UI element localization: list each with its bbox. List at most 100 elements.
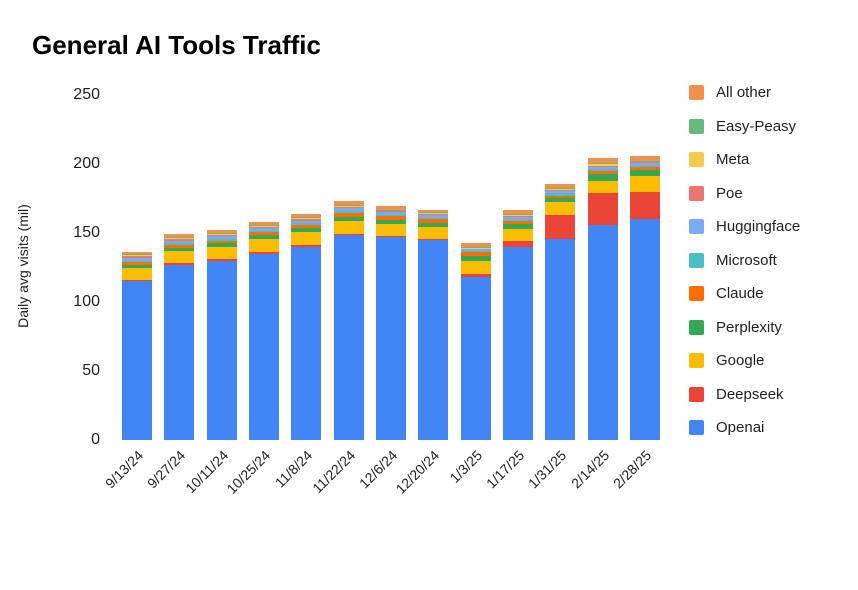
legend-label-google: Google: [716, 352, 765, 369]
legend-label-poe: Poe: [716, 184, 743, 202]
bar-segment-claude: [206, 240, 237, 244]
bar-segment-deepseek: [333, 233, 364, 235]
bar-segment-all-other: [375, 206, 406, 210]
bar-segment-microsoft: [248, 230, 279, 233]
bar-segment-openai: [545, 238, 576, 440]
bar-segment-perplexity: [248, 235, 279, 240]
bar-segment-deepseek: [164, 263, 195, 265]
legend-swatch-perplexity: [689, 319, 704, 335]
legend-label-easy-peasy: Easy-Peasy: [716, 117, 797, 135]
legend-item-meta: Meta: [689, 151, 800, 168]
bar-segment-all-other: [502, 210, 533, 215]
bar-segment-perplexity: [587, 174, 618, 182]
bar-segment-huggingface: [291, 220, 322, 224]
bar-segment-huggingface: [164, 240, 195, 244]
legend-swatch-meta: [689, 152, 704, 167]
legend-item-huggingface: Huggingface: [689, 218, 800, 235]
legend-label-openai: Openai: [716, 419, 765, 436]
bar-segment-perplexity: [545, 197, 576, 202]
bar-segment-all-other: [291, 214, 322, 218]
bar-segment-huggingface: [122, 257, 152, 261]
plot-area: [113, 95, 665, 440]
bar-segment-microsoft: [545, 193, 576, 197]
bar-segment-perplexity: [122, 264, 152, 268]
bar-segment-perplexity: [164, 247, 195, 251]
bar-segment-claude: [248, 232, 279, 236]
bar-segment-google: [333, 221, 364, 234]
bar-9-27-24: [164, 95, 195, 440]
bar-segment-deepseek: [248, 252, 279, 254]
bar-segment-meta: [248, 225, 279, 227]
bar-segment-all-other: [122, 251, 152, 255]
bar-segment-google: [587, 181, 618, 193]
bar-segment-microsoft: [460, 250, 491, 253]
legend-label-meta: Meta: [716, 151, 750, 168]
y-tick-label-50: 50: [82, 362, 100, 379]
bar-segment-google: [122, 267, 152, 280]
bar-segment-claude: [502, 221, 533, 225]
bar-segment-claude: [629, 167, 660, 171]
bar-segment-meta: [122, 255, 152, 257]
bar-segment-google: [545, 201, 576, 216]
y-tick-label-250: 250: [73, 86, 100, 103]
bar-segment-claude: [164, 244, 195, 248]
bar-segment-openai: [248, 253, 279, 440]
legend-item-google: Google: [689, 352, 800, 369]
bar-segment-huggingface: [333, 208, 364, 211]
bar-segment-claude: [375, 216, 406, 220]
bar-segment-openai: [629, 219, 660, 440]
bar-segment-perplexity: [629, 170, 660, 177]
bar-segment-easy-peasy: [375, 209, 406, 211]
bar-segment-microsoft: [333, 210, 364, 213]
bar-segment-easy-peasy: [545, 188, 576, 189]
bar-segment-microsoft: [502, 219, 533, 222]
bar-segment-deepseek: [291, 245, 322, 247]
bar-segment-deepseek: [460, 274, 491, 278]
bar-segment-easy-peasy: [164, 237, 195, 238]
bar-segment-perplexity: [291, 228, 322, 233]
bar-segment-openai: [418, 239, 449, 440]
bar-segment-huggingface: [502, 216, 533, 220]
bar-segment-perplexity: [460, 256, 491, 261]
bar-10-11-24: [206, 95, 237, 440]
bar-segment-perplexity: [502, 224, 533, 229]
bar-segment-google: [164, 250, 195, 264]
bar-segment-huggingface: [418, 215, 449, 218]
bar-segment-meta: [629, 161, 660, 162]
legend-item-claude: Claude: [689, 285, 800, 302]
bar-11-8-24: [291, 95, 322, 440]
legend-label-perplexity: Perplexity: [716, 318, 782, 336]
bar-segment-easy-peasy: [122, 254, 152, 256]
bar-segment-meta: [545, 188, 576, 191]
bar-segment-openai: [502, 246, 533, 440]
bar-1-17-25: [502, 95, 533, 440]
bar-12-20-24: [418, 95, 449, 440]
y-tick-label-150: 150: [73, 224, 100, 241]
bar-segment-claude: [545, 196, 576, 198]
legend-item-microsoft: Microsoft: [689, 252, 800, 269]
bar-segment-all-other: [629, 156, 660, 161]
bar-segment-poe: [248, 226, 279, 229]
y-axis-title: Daily avg visits (mil): [15, 204, 31, 328]
legend-label-claude: Claude: [716, 285, 764, 302]
legend-swatch-openai: [689, 420, 704, 435]
bar-segment-microsoft: [122, 260, 152, 262]
bar-segment-huggingface: [248, 228, 279, 231]
bar-segment-poe: [206, 235, 237, 237]
bar-segment-all-other: [206, 230, 237, 233]
bar-segment-microsoft: [418, 217, 449, 220]
bar-segment-poe: [375, 210, 406, 213]
bar-segment-deepseek: [587, 193, 618, 225]
legend-swatch-huggingface: [689, 219, 704, 234]
bar-segment-microsoft: [164, 243, 195, 245]
bar-segment-poe: [545, 190, 576, 191]
bar-segment-openai: [460, 277, 491, 440]
bar-segment-google: [502, 228, 533, 242]
legend: All other Easy-Peasy Meta Poe Huggingface Mic…: [689, 84, 800, 453]
bar-1-31-25: [545, 95, 576, 440]
chart-title: General AI Tools Traffic: [32, 30, 321, 60]
bar-segment-openai: [333, 234, 364, 440]
bar-segment-microsoft: [629, 166, 660, 168]
bar-segment-poe: [122, 256, 152, 258]
bar-segment-meta: [206, 233, 237, 236]
